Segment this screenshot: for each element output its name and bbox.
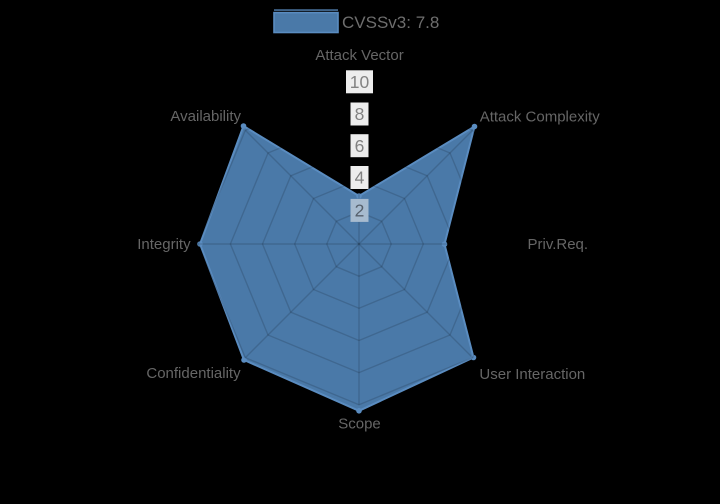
svg-text:4: 4 [355,168,365,188]
svg-text:2: 2 [355,201,365,221]
svg-text:Integrity: Integrity [137,236,191,253]
svg-text:CVSSv3: 7.8: CVSSv3: 7.8 [342,13,439,32]
svg-text:Availability: Availability [170,108,241,125]
svg-text:Confidentiality: Confidentiality [146,365,241,382]
svg-text:Attack Vector: Attack Vector [315,47,403,64]
svg-text:User Interaction: User Interaction [479,366,585,383]
svg-text:10: 10 [350,72,370,92]
svg-text:6: 6 [355,136,365,156]
svg-text:8: 8 [355,104,365,124]
svg-text:Priv.Req.: Priv.Req. [528,236,589,253]
svg-text:Attack Complexity: Attack Complexity [480,108,601,125]
svg-text:Scope: Scope [338,415,381,432]
